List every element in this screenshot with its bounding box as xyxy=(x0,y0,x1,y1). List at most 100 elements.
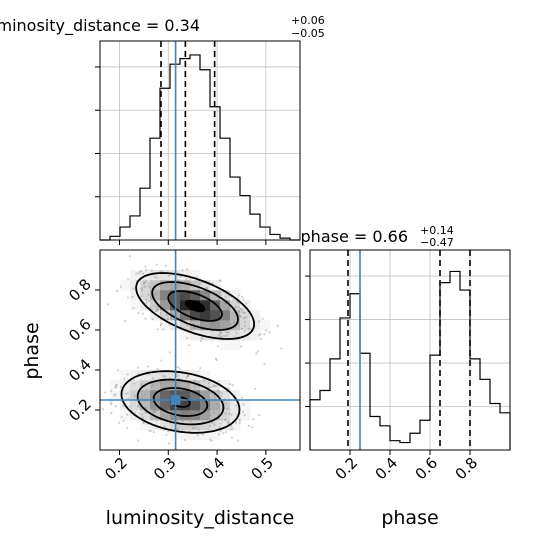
x-tick-label: 0.4 xyxy=(372,454,402,484)
density-cell xyxy=(120,280,131,291)
sample-point xyxy=(210,396,213,399)
density-cell xyxy=(130,400,141,411)
sample-point xyxy=(245,302,248,305)
sample-point xyxy=(200,328,203,331)
sample-point xyxy=(242,307,245,311)
sample-point xyxy=(263,333,266,336)
density-cell xyxy=(240,300,251,311)
contour-line xyxy=(167,290,223,322)
title-sub: −0.05 xyxy=(291,27,325,40)
density-cell xyxy=(130,390,141,401)
sample-point xyxy=(159,270,162,273)
sample-point xyxy=(155,419,158,422)
sample-point xyxy=(242,298,245,301)
sample-point xyxy=(243,320,247,323)
sample-point xyxy=(144,285,147,288)
sample-point xyxy=(160,322,163,325)
sample-point xyxy=(147,300,151,303)
sample-point xyxy=(258,334,261,337)
density-cell xyxy=(140,290,151,301)
density-cell xyxy=(180,330,191,341)
sample-point xyxy=(144,279,148,282)
sample-point xyxy=(227,421,230,424)
sample-point xyxy=(241,295,244,299)
sample-point xyxy=(181,419,185,422)
sample-point xyxy=(224,326,228,329)
sample-point xyxy=(138,396,142,400)
sample-point xyxy=(209,385,212,389)
density-cell xyxy=(180,280,191,291)
sample-point xyxy=(193,379,196,382)
sample-point xyxy=(152,384,155,387)
sample-point xyxy=(147,282,150,285)
panel-title-main: luminosity_distance = 0.34 xyxy=(0,16,200,36)
sample-point xyxy=(228,383,231,386)
sample-point xyxy=(134,410,137,414)
sample-point xyxy=(161,374,165,377)
density-cell xyxy=(220,320,231,331)
density-cell xyxy=(220,300,231,311)
sample-point xyxy=(124,320,127,323)
sample-point xyxy=(155,310,159,313)
sample-point xyxy=(260,337,263,341)
sample-point xyxy=(240,308,243,312)
x-tick-label: 0.2 xyxy=(101,454,131,484)
sample-point xyxy=(232,322,235,325)
density-cell xyxy=(230,340,241,351)
sample-point xyxy=(230,413,233,416)
sample-point xyxy=(126,296,130,299)
density-cell xyxy=(150,280,161,291)
density-cell xyxy=(200,410,211,421)
density-cell xyxy=(130,290,141,301)
sample-point xyxy=(185,376,188,379)
sample-point xyxy=(150,418,154,421)
density-cell xyxy=(210,420,221,431)
density-cell xyxy=(150,270,161,281)
sample-point xyxy=(189,420,192,423)
sample-point xyxy=(243,330,247,333)
density-cell xyxy=(160,310,171,321)
sample-point xyxy=(249,327,252,331)
sample-point xyxy=(213,397,216,400)
sample-point xyxy=(234,306,237,309)
sample-point xyxy=(243,316,247,319)
sample-point xyxy=(197,428,200,431)
sample-point xyxy=(215,358,218,362)
sample-point xyxy=(240,396,244,399)
contour-line xyxy=(135,272,256,340)
density-cell xyxy=(150,290,161,301)
sample-point xyxy=(167,430,170,433)
sample-point xyxy=(143,285,146,289)
sample-point xyxy=(165,314,168,317)
sample-point xyxy=(135,272,138,275)
sample-point xyxy=(156,328,159,331)
density-cell xyxy=(200,420,211,431)
sample-point xyxy=(225,334,228,337)
sample-point xyxy=(143,280,146,284)
sample-point xyxy=(218,405,221,408)
sample-point xyxy=(228,307,232,310)
density-cell xyxy=(200,290,211,301)
sample-point xyxy=(276,324,279,327)
density-cell xyxy=(220,410,231,421)
sample-point xyxy=(199,367,202,370)
sample-point xyxy=(264,329,268,332)
sample-point xyxy=(156,276,159,279)
x-tick-label: 0.5 xyxy=(248,454,278,484)
sample-point xyxy=(183,280,186,283)
sample-point xyxy=(145,301,148,304)
density-cell xyxy=(200,320,211,331)
x-tick-label: 0.6 xyxy=(412,454,442,484)
sample-point xyxy=(224,412,227,415)
sample-point xyxy=(110,411,113,415)
sample-point xyxy=(142,421,145,424)
density-cell xyxy=(230,300,241,311)
sample-point xyxy=(145,268,148,272)
sample-point xyxy=(149,429,152,433)
sample-point xyxy=(156,308,159,311)
x-axis-label-phase: phase xyxy=(381,507,438,529)
sample-point xyxy=(213,396,217,399)
sample-point xyxy=(209,414,212,417)
sample-point xyxy=(242,403,245,406)
density-cell xyxy=(120,390,131,401)
